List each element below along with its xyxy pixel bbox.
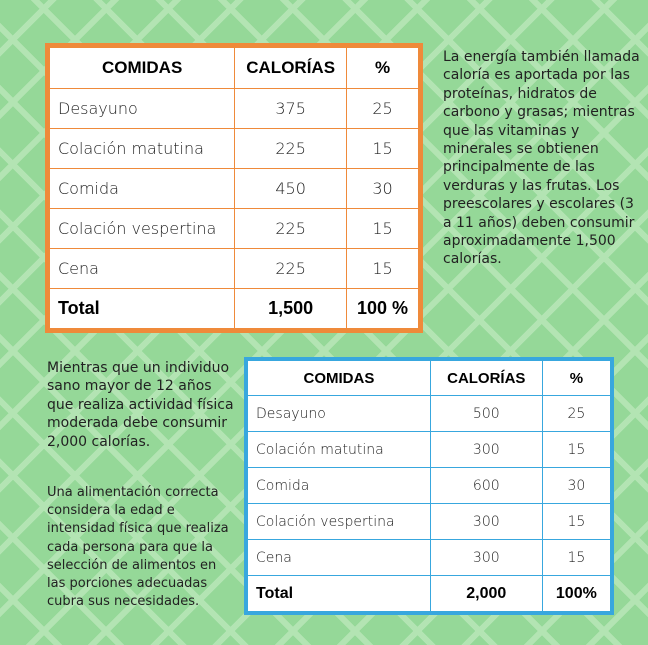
- energy-paragraph: La energía también llamada caloría es ap…: [443, 49, 640, 268]
- table-row: Colación vespertina 225 15: [46, 208, 421, 249]
- table-row: Colación matutina 225 15: [46, 128, 421, 169]
- total-calories: 2,000: [429, 575, 543, 614]
- header-calorias: CALORÍAS: [234, 45, 347, 89]
- percent: 15: [541, 503, 613, 540]
- percent: 15: [346, 248, 421, 289]
- percent: 30: [541, 467, 613, 504]
- percent: 15: [346, 208, 421, 249]
- table-row: Colación matutina 300 15: [245, 431, 613, 468]
- percent: 25: [346, 88, 421, 129]
- total-percent: 100 %: [346, 288, 421, 331]
- diet-paragraph: Una alimentación correcta considera la e…: [47, 485, 229, 610]
- calories: 225: [234, 128, 347, 169]
- calories: 225: [234, 208, 347, 249]
- calories: 300: [429, 539, 543, 576]
- meal: Desayuno: [245, 395, 431, 432]
- percent: 15: [346, 128, 421, 169]
- adult-paragraph: Mientras que un individuo sano mayor de …: [47, 360, 234, 450]
- meal: Comida: [46, 168, 236, 209]
- calories: 300: [429, 431, 543, 468]
- table-row: Comida 450 30: [46, 168, 421, 209]
- header-percent: %: [541, 358, 613, 396]
- percent: 15: [541, 431, 613, 468]
- meal: Colación matutina: [245, 431, 431, 468]
- meal: Comida: [245, 467, 431, 504]
- meal: Colación matutina: [46, 128, 236, 169]
- calories: 600: [429, 467, 543, 504]
- table-row: Desayuno 375 25: [46, 88, 421, 129]
- total-row: Total 2,000 100%: [245, 575, 613, 614]
- percent: 30: [346, 168, 421, 209]
- percent: 25: [541, 395, 613, 432]
- calories: 300: [429, 503, 543, 540]
- calories: 375: [234, 88, 347, 129]
- total-row: Total 1,500 100 %: [46, 288, 421, 331]
- calories-table-preschool: COMIDAS CALORÍAS % Desayuno 375 25 Colació…: [45, 43, 423, 333]
- calories: 450: [234, 168, 347, 209]
- header-percent: %: [346, 45, 421, 89]
- table-row: Desayuno 500 25: [245, 395, 613, 432]
- table-header-row: COMIDAS CALORÍAS %: [46, 45, 421, 89]
- header-comidas: COMIDAS: [245, 358, 431, 396]
- table-row: Cena 225 15: [46, 248, 421, 289]
- meal: Cena: [46, 248, 236, 289]
- table-header-row: COMIDAS CALORÍAS %: [245, 358, 613, 396]
- total-label: Total: [46, 288, 236, 331]
- header-calorias: CALORÍAS: [429, 358, 543, 396]
- total-label: Total: [245, 575, 431, 614]
- calories: 225: [234, 248, 347, 289]
- percent: 15: [541, 539, 613, 576]
- meal: Colación vespertina: [245, 503, 431, 540]
- meal: Desayuno: [46, 88, 236, 129]
- table-row: Colación vespertina 300 15: [245, 503, 613, 540]
- total-percent: 100%: [541, 575, 613, 614]
- table-row: Comida 600 30: [245, 467, 613, 504]
- table-row: Cena 300 15: [245, 539, 613, 576]
- meal: Colación vespertina: [46, 208, 236, 249]
- calories-table-adult: COMIDAS CALORÍAS % Desayuno 500 25 Colació…: [244, 357, 614, 615]
- calories: 500: [429, 395, 543, 432]
- header-comidas: COMIDAS: [46, 45, 236, 89]
- total-calories: 1,500: [234, 288, 347, 331]
- meal: Cena: [245, 539, 431, 576]
